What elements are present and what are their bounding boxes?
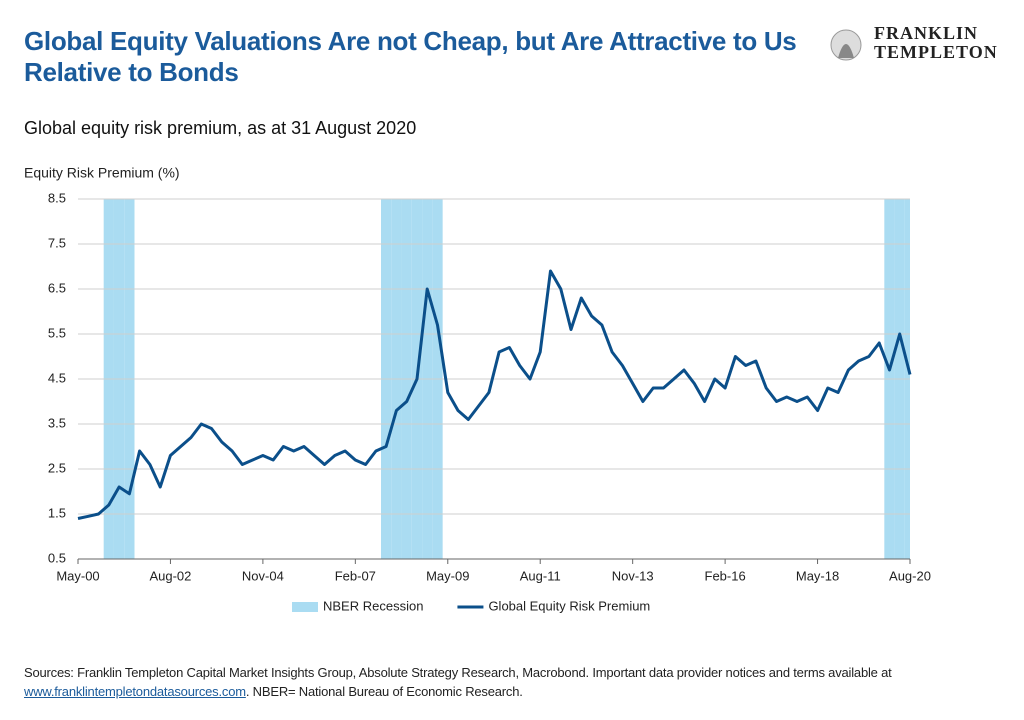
logo-text: TEMPLETON <box>874 42 998 62</box>
y-tick-label: 8.5 <box>48 190 66 205</box>
x-tick-label: Feb-07 <box>335 568 376 583</box>
logo: FRANKLIN TEMPLETON <box>830 23 998 62</box>
legend-label: Global Equity Risk Premium <box>488 598 650 613</box>
y-axis-label: Equity Risk Premium (%) <box>24 165 180 181</box>
y-tick-label: 4.5 <box>48 370 66 385</box>
x-tick-label: May-00 <box>56 568 99 583</box>
y-tick-label: 0.5 <box>48 550 66 565</box>
y-tick-label: 6.5 <box>48 280 66 295</box>
legend-swatch <box>292 602 318 612</box>
logo-text: FRANKLIN <box>874 23 978 43</box>
x-tick-label: Nov-13 <box>612 568 654 583</box>
x-tick-label: Aug-02 <box>149 568 191 583</box>
x-tick-label: May-09 <box>426 568 469 583</box>
chart: FRANKLIN TEMPLETON Equity Risk Premium (… <box>24 23 998 613</box>
data-line <box>77 269 912 520</box>
logo-icon <box>838 44 854 58</box>
x-tick-label: Feb-16 <box>705 568 746 583</box>
x-tick-label: Aug-11 <box>520 568 561 583</box>
y-tick-label: 7.5 <box>48 235 66 250</box>
chart-subtitle: Global equity risk premium, as at 31 Aug… <box>24 118 417 138</box>
chart-title: Global Equity Valuations Are not Cheap, … <box>24 26 797 87</box>
y-tick-label: 2.5 <box>48 460 66 475</box>
x-tick-label: May-18 <box>796 568 839 583</box>
footer: Sources: Franklin Templeton Capital Mark… <box>24 663 1004 701</box>
x-tick-label: Nov-04 <box>242 568 284 583</box>
y-tick-label: 1.5 <box>48 505 66 520</box>
legend-label: NBER Recession <box>323 598 423 613</box>
footer-text: Sources: Franklin Templeton Capital Mark… <box>24 665 892 680</box>
footer-text: . NBER= National Bureau of Economic Rese… <box>245 684 523 699</box>
y-tick-label: 5.5 <box>48 325 66 340</box>
x-tick-label: Aug-20 <box>889 568 931 583</box>
y-tick-label: 3.5 <box>48 415 66 430</box>
footer-link[interactable]: www.franklintempletondatasources.com <box>24 684 246 699</box>
